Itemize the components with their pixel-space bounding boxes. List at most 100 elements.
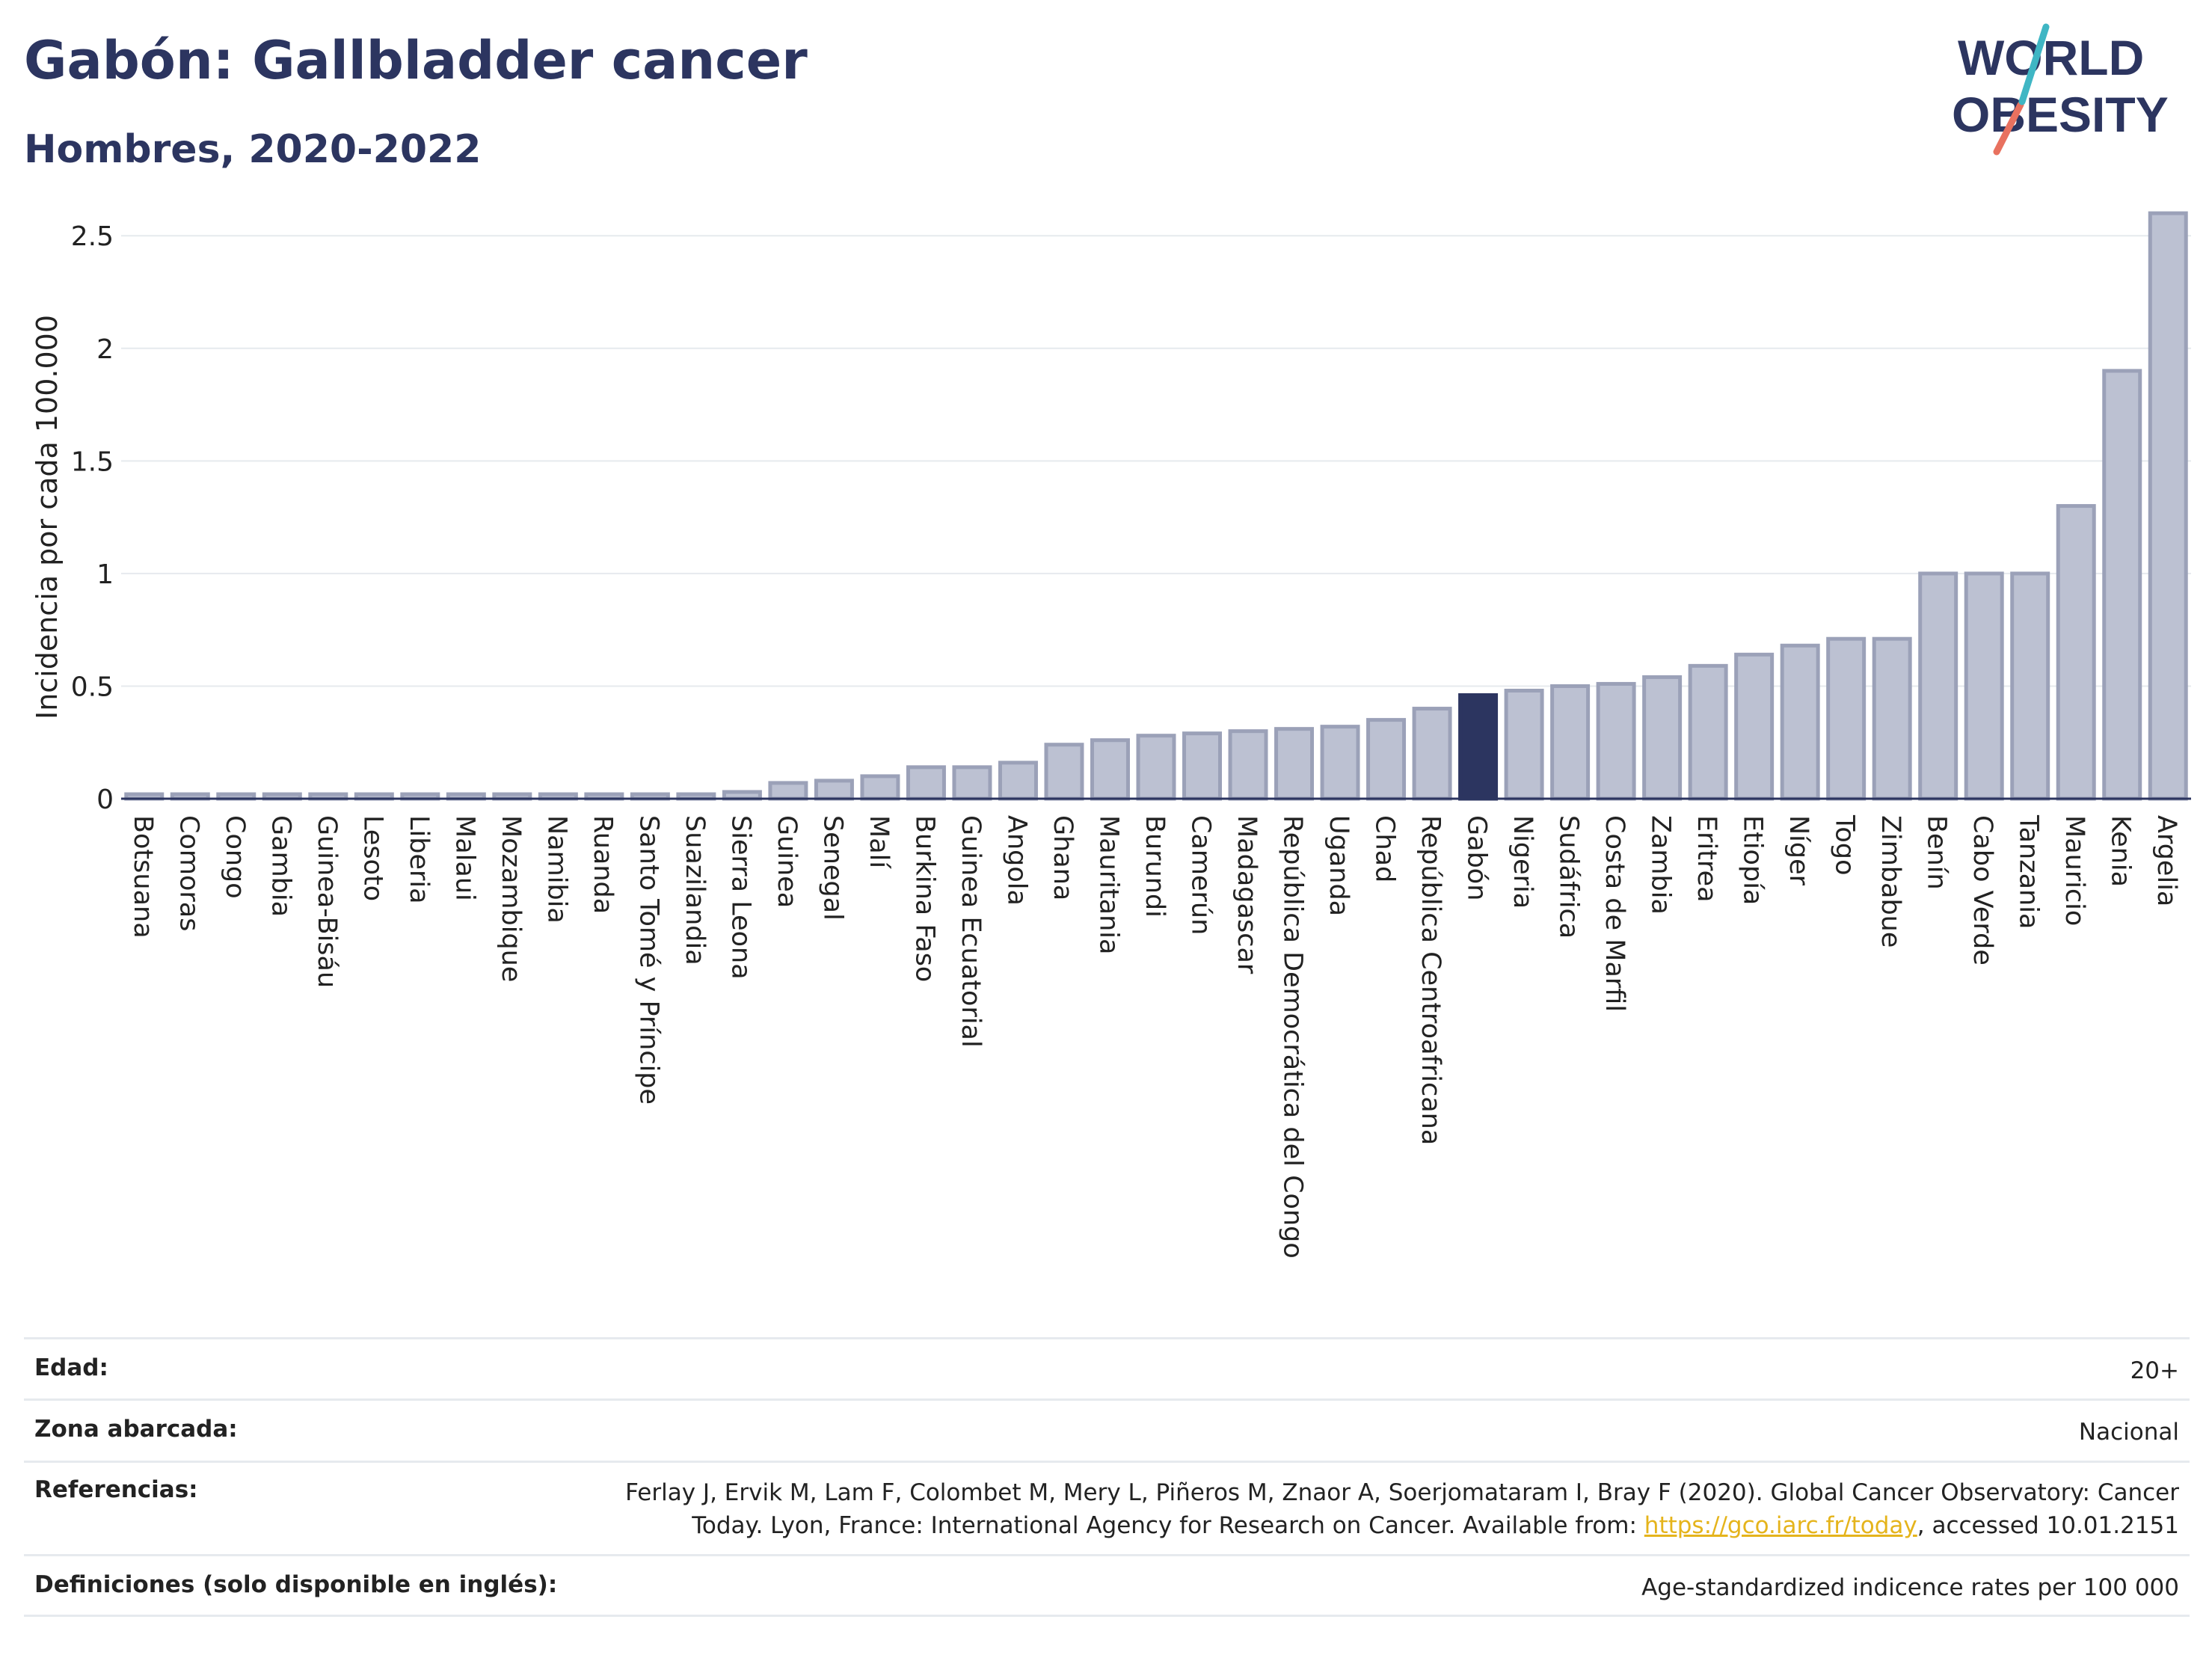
- bar: [1044, 743, 1084, 801]
- x-tick-label: Costa de Marfil: [1600, 815, 1629, 1012]
- x-tick-label: Burkina Faso: [909, 815, 939, 982]
- bar: [768, 781, 808, 801]
- info-label: Edad:: [34, 1354, 108, 1381]
- info-row-references: Referencias: Ferlay J, Ervik M, Lam F, C…: [24, 1461, 2190, 1554]
- x-tick-label: Angola: [1001, 815, 1031, 906]
- x-tick-label: Ruanda: [588, 815, 618, 914]
- info-label: Definiciones (solo disponible en inglés)…: [34, 1571, 558, 1598]
- x-tick-label: Togo: [1830, 814, 1860, 875]
- bar: [2148, 211, 2188, 801]
- bar: [1596, 681, 1636, 801]
- reference-line2: Today. Lyon, France: International Agenc…: [692, 1512, 1644, 1539]
- bar: [1228, 729, 1268, 801]
- x-tick-label: Burundi: [1140, 815, 1170, 918]
- bar: [1642, 675, 1683, 801]
- x-tick-label: Botsuana: [128, 815, 158, 939]
- bar: [814, 779, 854, 801]
- y-tick-label: 2: [96, 334, 114, 365]
- x-tick-label: Namibia: [541, 815, 571, 924]
- info-label: Referencias:: [34, 1476, 198, 1503]
- bar: [1182, 731, 1223, 801]
- y-tick-label: 1: [96, 559, 114, 590]
- bar: [2010, 571, 2050, 801]
- info-row-definitions: Definiciones (solo disponible en inglés)…: [24, 1554, 2190, 1617]
- bar: [1734, 652, 1775, 801]
- x-tick-label: Cabo Verde: [1967, 815, 1997, 965]
- bar: [1274, 727, 1315, 801]
- bar: [2102, 369, 2142, 801]
- bar: [1366, 718, 1407, 801]
- y-tick-labels: 0 0.5 1 1.5 2 2.5: [71, 221, 114, 815]
- x-tick-label: Madagascar: [1232, 815, 1262, 974]
- x-tick-label: Congo: [220, 815, 250, 899]
- grid-lines: [121, 235, 2191, 687]
- bar-chart: 0 0.5 1 1.5 2 2.5 Botsuana Comoras Congo Gambia G…: [31, 211, 2191, 1259]
- bar: [1090, 738, 1130, 801]
- bar: [1320, 725, 1360, 801]
- y-tick-label: 0: [96, 784, 114, 815]
- bar: [998, 761, 1038, 801]
- x-tick-label: Sudáfrica: [1554, 815, 1584, 939]
- x-tick-label: Liberia: [404, 815, 434, 904]
- bars: [124, 211, 2188, 801]
- bar: [1780, 643, 1820, 801]
- info-value: Ferlay J, Ervik M, Lam F, Colombet M, Me…: [625, 1476, 2190, 1542]
- reference-link[interactable]: https://gco.iarc.fr/today: [1644, 1512, 1917, 1539]
- x-tick-label: Comoras: [173, 815, 203, 931]
- x-tick-label: Gambia: [265, 815, 295, 917]
- x-tick-label: Níger: [1784, 815, 1813, 886]
- info-table: Edad: 20+ Zona abarcada: Nacional Refere…: [24, 1337, 2190, 1617]
- chart-subtitle: Hombres, 2020-2022: [24, 127, 482, 172]
- x-tick-label: Malaui: [449, 815, 479, 901]
- x-tick-label: Chad: [1370, 815, 1400, 882]
- x-tick-label: Benín: [1922, 815, 1952, 890]
- bar: [1872, 636, 1912, 801]
- reference-line2-end: , accessed 10.01.2151: [1917, 1512, 2179, 1539]
- bar: [906, 765, 946, 801]
- x-tick-label: Guinea-Bisáu: [312, 815, 342, 988]
- y-tick-label: 0.5: [71, 672, 114, 702]
- bar: [860, 774, 900, 801]
- bar: [1504, 688, 1544, 801]
- x-tick-label: Ghana: [1048, 815, 1078, 900]
- x-tick-label: Guinea Ecuatorial: [956, 815, 986, 1048]
- x-tick-label: Mauritania: [1093, 815, 1123, 954]
- bar: [1550, 684, 1591, 801]
- x-tick-label: Argelia: [2151, 815, 2181, 906]
- logo-line2: OBESITY: [1952, 87, 2169, 142]
- y-tick-label: 1.5: [71, 446, 114, 477]
- info-row-age: Edad: 20+: [24, 1337, 2190, 1398]
- x-tick-label: Mauricio: [2059, 815, 2089, 926]
- x-tick-label: Nigeria: [1508, 815, 1537, 909]
- bar: [952, 765, 992, 801]
- bar: [1826, 636, 1867, 801]
- x-tick-label: Santo Tomé y Príncipe: [633, 815, 663, 1105]
- x-tick-label: Zambia: [1646, 815, 1676, 915]
- x-tick-label: Kenia: [2106, 815, 2136, 887]
- y-axis-label: Incidencia por cada 100.000: [31, 315, 64, 719]
- world-obesity-logo: WORLD OBESITY: [1952, 23, 2169, 156]
- info-label: Zona abarcada:: [34, 1416, 238, 1443]
- logo-line1: WORLD: [1958, 30, 2144, 85]
- bar: [1458, 693, 1499, 801]
- x-tick-labels: Botsuana Comoras Congo Gambia Guinea-Bisáu Le…: [128, 814, 2181, 1259]
- info-value: Nacional: [2078, 1419, 2179, 1446]
- x-tick-label: Uganda: [1324, 815, 1354, 916]
- x-tick-label: Malí: [864, 815, 894, 869]
- y-tick-label: 2.5: [71, 221, 114, 252]
- bar: [1688, 663, 1728, 801]
- chart-title: Gabón: Gallbladder cancer: [24, 30, 808, 91]
- x-tick-label: Eritrea: [1692, 815, 1721, 903]
- x-tick-label: República Democrática del Congo: [1278, 815, 1308, 1259]
- bar: [1412, 707, 1452, 801]
- x-tick-label: Lesoto: [357, 815, 387, 901]
- x-tick-label: Camerún: [1186, 815, 1216, 935]
- x-tick-label: Etiopía: [1738, 815, 1768, 905]
- reference-line1: Ferlay J, Ervik M, Lam F, Colombet M, Me…: [625, 1479, 2179, 1506]
- x-tick-label: Mozambique: [496, 815, 526, 982]
- bar: [1964, 571, 2004, 801]
- x-tick-label: Suazilandia: [680, 815, 710, 965]
- x-tick-label: Tanzania: [2014, 814, 2044, 929]
- bar: [2056, 504, 2096, 801]
- bar: [1918, 571, 1958, 801]
